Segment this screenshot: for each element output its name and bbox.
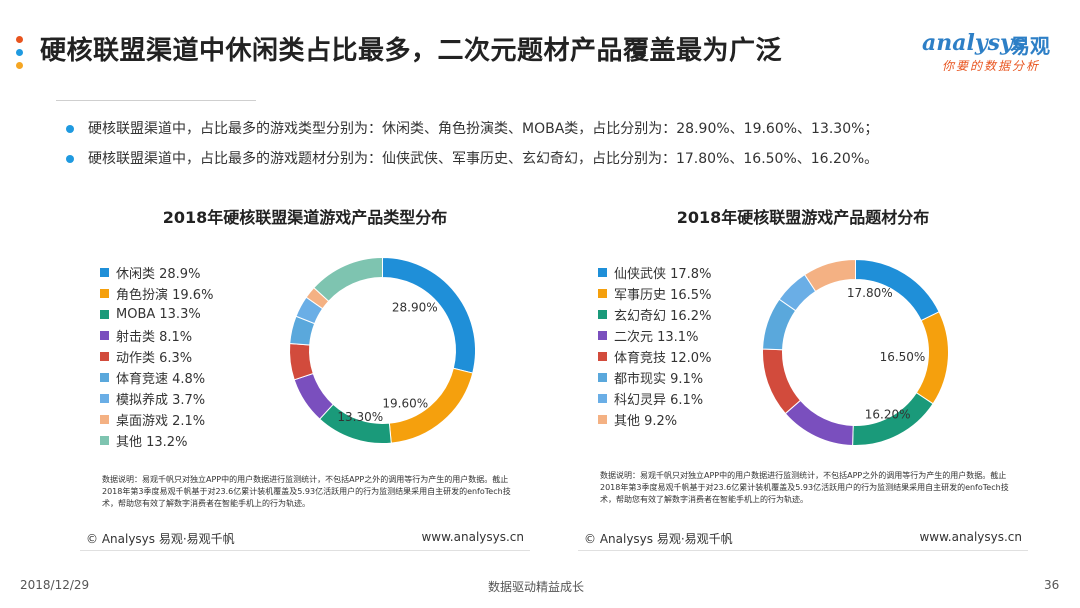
legend-swatch bbox=[598, 310, 607, 319]
divider bbox=[56, 100, 256, 101]
footer-slogan: 数据驱动精益成长 bbox=[488, 580, 585, 594]
legend-label: 体育竞速 4.8% bbox=[116, 372, 206, 387]
dot-blue bbox=[16, 49, 23, 56]
legend-label: 玄幻奇幻 16.2% bbox=[614, 309, 712, 324]
legend-swatch bbox=[598, 331, 607, 340]
legend-label: 休闲类 28.9% bbox=[116, 267, 201, 282]
bullet-dot bbox=[66, 125, 74, 133]
legend-label: 其他 9.2% bbox=[614, 414, 678, 429]
panel-type-distribution: 2018年硬核联盟渠道游戏产品类型分布 休闲类 28.9% 角色扮演 19.6% M… bbox=[80, 190, 530, 570]
chart-title-theme: 2018年硬核联盟游戏产品题材分布 bbox=[676, 208, 930, 227]
legend-swatch bbox=[100, 436, 109, 445]
legend-item: 都市现实 9.1% bbox=[598, 367, 711, 388]
legend-item: 二次元 13.1% bbox=[598, 325, 711, 346]
data-label: 13.30% bbox=[337, 410, 383, 424]
legend-item: MOBA 13.3% bbox=[100, 304, 213, 325]
legend-label: 二次元 13.1% bbox=[614, 330, 699, 345]
analysys-logo: analysys 易观 你要的数据分析 bbox=[922, 30, 1072, 76]
footer-rule-left bbox=[80, 550, 530, 551]
legend-swatch bbox=[598, 415, 607, 424]
legend-label: 其他 13.2% bbox=[116, 435, 188, 450]
bullet-2-text: 硬核联盟渠道中，占比最多的游戏题材分别为：仙侠武侠、军事历史、玄幻奇幻，占比分别… bbox=[88, 151, 879, 167]
website-right: www.analysys.cn bbox=[919, 530, 1022, 544]
legend-item: 体育竞技 12.0% bbox=[598, 346, 711, 367]
legend-item: 其他 9.2% bbox=[598, 409, 711, 430]
legend-swatch bbox=[598, 352, 607, 361]
bullet-1: 硬核联盟渠道中，占比最多的游戏类型分别为：休闲类、角色扮演类、MOBA类，占比分… bbox=[66, 118, 878, 138]
legend-swatch bbox=[100, 415, 109, 424]
legend-label: 都市现实 9.1% bbox=[614, 372, 704, 387]
legend-label: 军事历史 16.5% bbox=[614, 288, 712, 303]
legend-swatch bbox=[100, 289, 109, 298]
legend-item: 模拟养成 3.7% bbox=[100, 388, 213, 409]
logo-cn: 易观 bbox=[1010, 34, 1050, 58]
data-note-left: 数据说明：易观千帆只对独立APP中的用户数据进行监测统计，不包括APP之外的调用… bbox=[102, 475, 511, 508]
title-dots bbox=[16, 36, 26, 75]
legend-item: 玄幻奇幻 16.2% bbox=[598, 304, 711, 325]
donut-slice bbox=[382, 256, 476, 374]
copyright-left: © Analysys 易观·易观千帆 bbox=[86, 532, 235, 546]
legend-label: 射击类 8.1% bbox=[116, 330, 193, 345]
legend-item: 休闲类 28.9% bbox=[100, 262, 213, 283]
legend-label: 桌面游戏 2.1% bbox=[116, 414, 206, 429]
bullet-1-text: 硬核联盟渠道中，占比最多的游戏类型分别为：休闲类、角色扮演类、MOBA类，占比分… bbox=[88, 121, 879, 137]
legend-label: MOBA 13.3% bbox=[116, 307, 201, 322]
legend-item: 动作类 6.3% bbox=[100, 346, 213, 367]
copyright-right: © Analysys 易观·易观千帆 bbox=[584, 532, 733, 546]
legend-item: 科幻灵异 6.1% bbox=[598, 388, 711, 409]
bullet-dot bbox=[66, 155, 74, 163]
legend-swatch bbox=[598, 373, 607, 382]
legend-swatch bbox=[598, 289, 607, 298]
legend-theme: 仙侠武侠 17.8% 军事历史 16.5% 玄幻奇幻 16.2% 二次元 13.1% 体… bbox=[598, 262, 711, 430]
legend-item: 其他 13.2% bbox=[100, 430, 213, 451]
data-label: 19.60% bbox=[382, 397, 428, 411]
legend-swatch bbox=[100, 310, 109, 319]
bullet-2: 硬核联盟渠道中，占比最多的游戏题材分别为：仙侠武侠、军事历史、玄幻奇幻，占比分别… bbox=[66, 148, 878, 168]
legend-label: 科幻灵异 6.1% bbox=[614, 393, 704, 408]
donut-slice bbox=[313, 256, 383, 302]
donut-slice bbox=[803, 258, 856, 293]
legend-item: 军事历史 16.5% bbox=[598, 283, 711, 304]
donut-slice bbox=[762, 348, 802, 415]
legend-item: 角色扮演 19.6% bbox=[100, 283, 213, 304]
legend-swatch bbox=[100, 373, 109, 382]
footer-rule-right bbox=[578, 550, 1028, 551]
legend-swatch bbox=[100, 268, 109, 277]
legend-label: 动作类 6.3% bbox=[116, 351, 193, 366]
data-label: 28.90% bbox=[392, 300, 438, 314]
legend-label: 角色扮演 19.6% bbox=[116, 288, 214, 303]
data-note-right: 数据说明：易观千帆只对独立APP中的用户数据进行监测统计，不包括APP之外的调用… bbox=[600, 471, 1009, 504]
legend-swatch bbox=[598, 394, 607, 403]
page-title: 硬核联盟渠道中休闲类占比最多，二次元题材产品覆盖最为广泛 bbox=[40, 36, 783, 66]
logo-sub: 你要的数据分析 bbox=[942, 59, 1041, 73]
dot-yellow bbox=[16, 62, 23, 69]
legend-type: 休闲类 28.9% 角色扮演 19.6% MOBA 13.3% 射击类 8.1% 动作类… bbox=[100, 262, 213, 451]
chart-title-type: 2018年硬核联盟渠道游戏产品类型分布 bbox=[162, 208, 448, 227]
donut-slice bbox=[289, 342, 314, 381]
legend-swatch bbox=[598, 268, 607, 277]
donut-chart-type: 28.90% 19.60%13.30% bbox=[289, 256, 476, 444]
data-label: 17.80% bbox=[847, 286, 893, 300]
data-label: 16.50% bbox=[880, 350, 926, 364]
legend-item: 体育竞速 4.8% bbox=[100, 367, 213, 388]
website-left: www.analysys.cn bbox=[421, 530, 524, 544]
legend-label: 模拟养成 3.7% bbox=[116, 393, 206, 408]
data-label: 16.20% bbox=[865, 408, 911, 422]
donut-slice bbox=[784, 399, 854, 446]
legend-item: 射击类 8.1% bbox=[100, 325, 213, 346]
panel-theme-distribution: 2018年硬核联盟游戏产品题材分布 仙侠武侠 17.8% 军事历史 16.5% 玄幻… bbox=[578, 190, 1028, 570]
dot-orange bbox=[16, 36, 23, 43]
legend-swatch bbox=[100, 352, 109, 361]
legend-label: 仙侠武侠 17.8% bbox=[614, 267, 712, 282]
legend-swatch bbox=[100, 331, 109, 340]
legend-item: 仙侠武侠 17.8% bbox=[598, 262, 711, 283]
legend-item: 桌面游戏 2.1% bbox=[100, 409, 213, 430]
logo-en: analysys bbox=[922, 30, 1026, 56]
page-number: 36 bbox=[1044, 578, 1060, 592]
footer-date: 2018/12/29 bbox=[20, 578, 90, 592]
legend-label: 体育竞技 12.0% bbox=[614, 351, 712, 366]
legend-swatch bbox=[100, 394, 109, 403]
donut-chart-theme: 17.80% 16.50% 16.20% bbox=[762, 258, 949, 446]
